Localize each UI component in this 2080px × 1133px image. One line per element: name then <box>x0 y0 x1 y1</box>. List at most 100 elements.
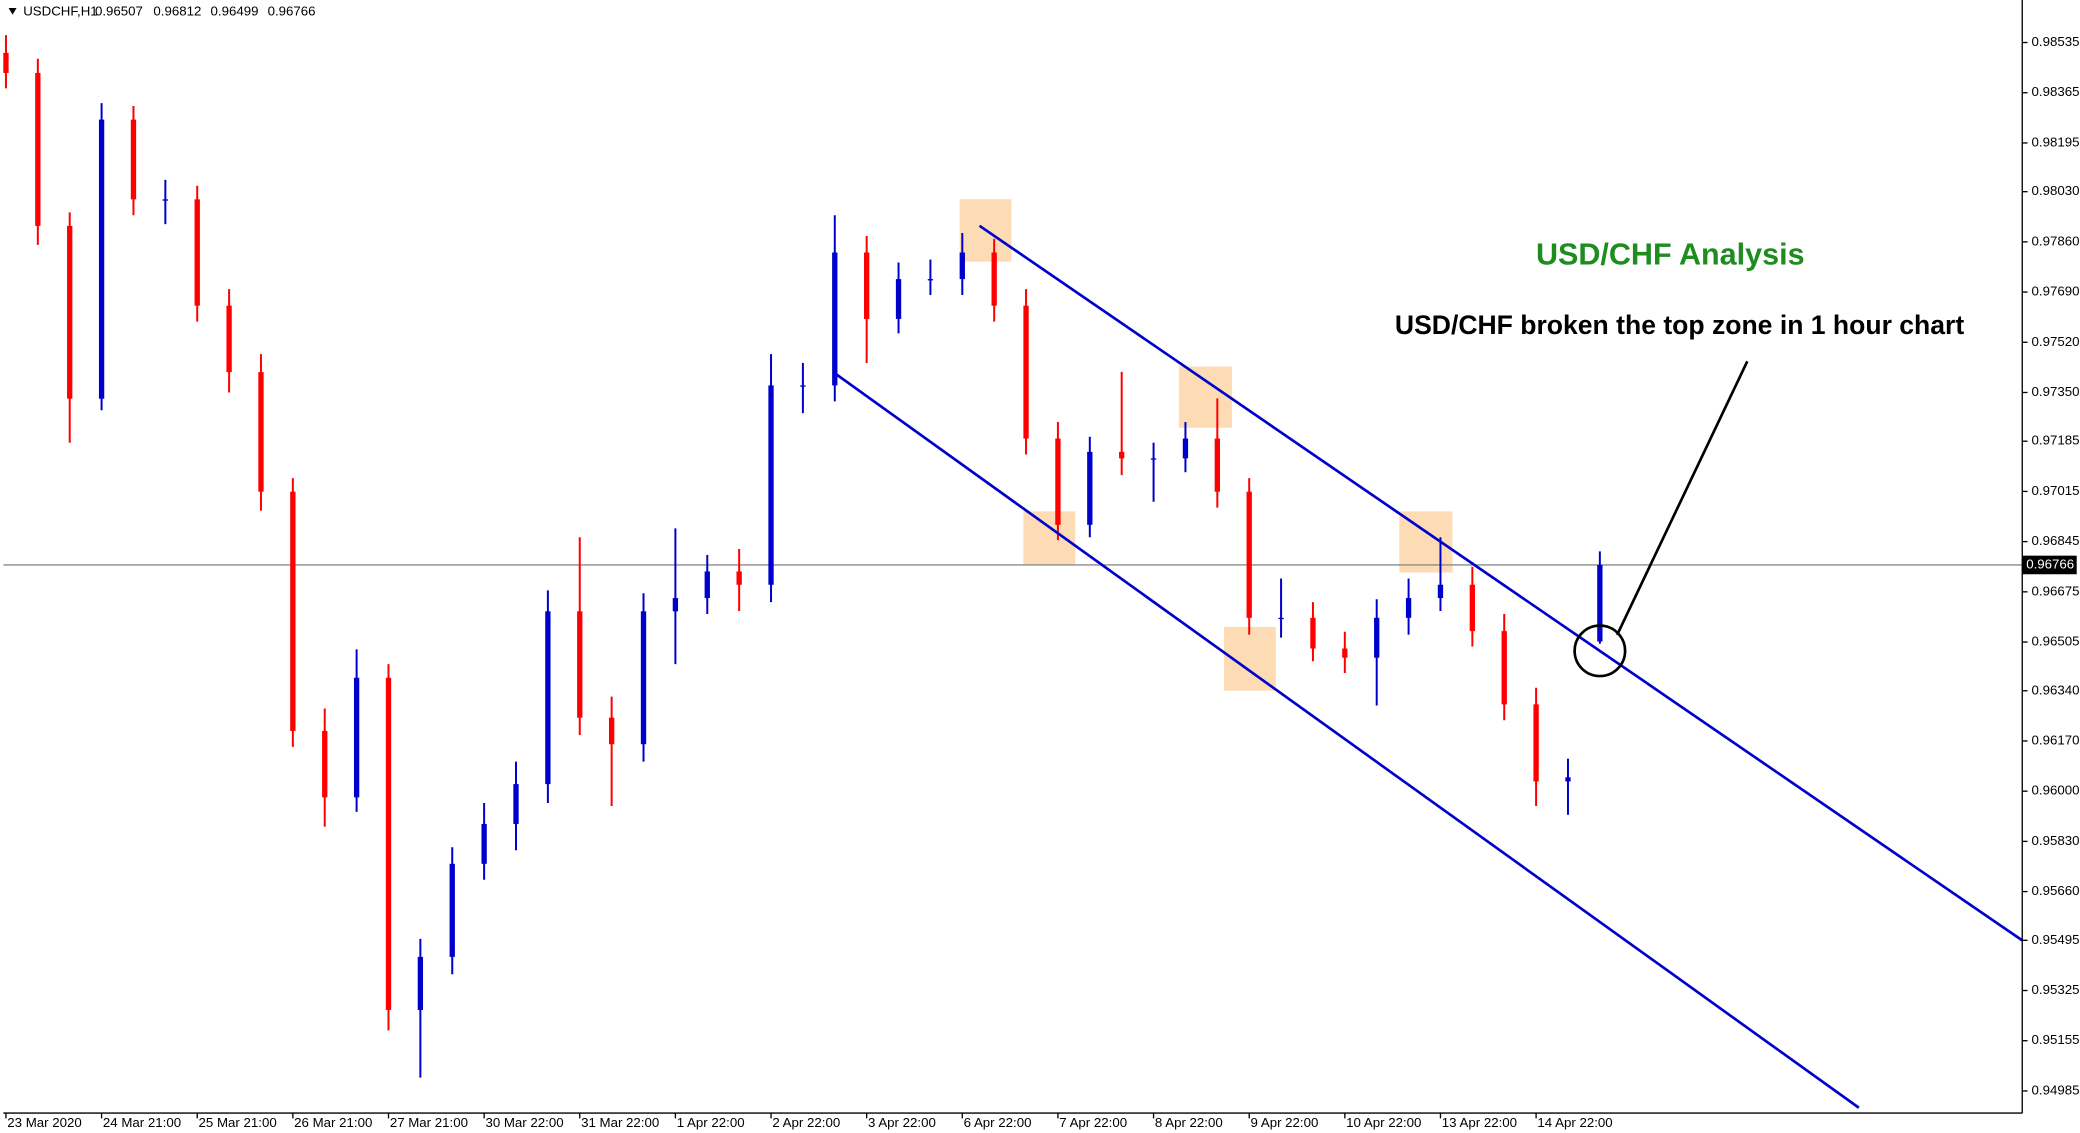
channel-lower <box>834 372 1860 1109</box>
x-tick-label: 9 Apr 22:00 <box>1251 1115 1319 1130</box>
candle-body <box>768 385 774 585</box>
menu-arrow <box>8 7 17 15</box>
y-tick-label: 0.96170 <box>2032 732 2080 747</box>
y-tick-label: 0.95325 <box>2032 982 2080 997</box>
candle-body <box>194 199 200 306</box>
candle-body <box>1565 777 1571 782</box>
candle-body <box>385 677 392 1011</box>
candle-body <box>290 491 296 731</box>
y-tick-label: 0.98195 <box>2032 134 2080 149</box>
y-tick-label: 0.96675 <box>2032 583 2080 598</box>
y-tick-label: 0.96845 <box>2032 533 2080 548</box>
channel-upper <box>978 224 2023 942</box>
breakout-circle <box>1573 624 1627 678</box>
candle-body <box>130 119 137 200</box>
ohlc-low: 0.96499 <box>211 3 259 18</box>
candle-body <box>545 611 551 785</box>
x-tick-label: 1 Apr 22:00 <box>677 1115 745 1130</box>
candle-body <box>672 598 679 612</box>
candle-body <box>1533 704 1539 782</box>
zone <box>1178 366 1232 428</box>
candle-body <box>481 823 487 864</box>
candle-body <box>1437 584 1444 599</box>
y-tick-label: 0.95155 <box>2032 1032 2080 1047</box>
x-tick-label: 10 Apr 22:00 <box>1346 1115 1421 1130</box>
candle-body <box>800 385 806 387</box>
candle-body <box>417 956 424 1011</box>
y-tick-label: 0.94985 <box>2032 1082 2080 1097</box>
x-tick-label: 31 Mar 22:00 <box>581 1115 659 1130</box>
x-tick-label: 27 Mar 21:00 <box>390 1115 468 1130</box>
y-tick-label: 0.97520 <box>2032 334 2080 349</box>
candle-body <box>98 119 105 399</box>
chart-title: USD/CHF Analysis <box>1536 237 1805 271</box>
y-tick-label: 0.97860 <box>2032 233 2080 248</box>
candle-body <box>1374 617 1380 658</box>
x-tick-label: 25 Mar 21:00 <box>199 1115 277 1130</box>
candle-body <box>704 571 710 599</box>
x-tick-label: 14 Apr 22:00 <box>1537 1115 1612 1130</box>
x-tick-label: 2 Apr 22:00 <box>772 1115 840 1130</box>
x-tick-label: 6 Apr 22:00 <box>964 1115 1032 1130</box>
x-tick-label: 13 Apr 22:00 <box>1442 1115 1517 1130</box>
header: USDCHF,H1 0.96507 0.96812 0.96499 0.9676… <box>8 3 316 18</box>
x-tick-label: 7 Apr 22:00 <box>1059 1115 1127 1130</box>
x-tick-label: 24 Mar 21:00 <box>103 1115 181 1130</box>
y-tick-label: 0.95495 <box>2032 932 2080 947</box>
channel <box>834 224 2023 1109</box>
candle-body <box>608 717 615 745</box>
candle-body <box>991 252 997 306</box>
y-tick-label: 0.98365 <box>2032 84 2080 99</box>
candle-body <box>1405 598 1412 618</box>
x-tick-label: 23 Mar 2020 <box>7 1115 81 1130</box>
candle-body <box>35 72 41 226</box>
y-tick-label: 0.95830 <box>2032 833 2080 848</box>
candle-body <box>1469 584 1476 632</box>
x-tick-label: 26 Mar 21:00 <box>294 1115 372 1130</box>
y-tick-label: 0.96000 <box>2032 783 2080 798</box>
symbol: USDCHF,H1 <box>23 3 97 18</box>
candle-body <box>449 863 455 957</box>
candle-body <box>1501 631 1507 705</box>
candle-body <box>322 730 328 798</box>
candle-body <box>513 784 519 824</box>
candle-body <box>3 52 9 73</box>
zone <box>1023 511 1076 565</box>
ohlc-high: 0.96812 <box>153 3 201 18</box>
candle-body <box>226 305 232 373</box>
x-tick-label: 3 Apr 22:00 <box>868 1115 936 1130</box>
y-tick-label: 0.96505 <box>2032 634 2080 649</box>
ohlc-close: 0.96766 <box>268 3 316 18</box>
y-tick-label: 0.95660 <box>2032 883 2080 898</box>
candle-body <box>1023 305 1029 439</box>
candle-body <box>1214 438 1220 492</box>
y-tick-label: 0.97015 <box>2032 483 2080 498</box>
candle-body <box>162 199 169 201</box>
x-tick-label: 30 Mar 22:00 <box>485 1115 563 1130</box>
ohlc-open: 0.96507 <box>95 3 143 18</box>
candle-body <box>1150 458 1157 460</box>
candle-body <box>736 571 742 585</box>
candle-body <box>1087 451 1093 525</box>
candle-body <box>864 252 870 319</box>
background <box>3 0 2077 1133</box>
y-tick-label: 0.97350 <box>2032 384 2080 399</box>
last-price-label: 0.96766 <box>2026 556 2074 571</box>
candle-body <box>1342 648 1348 658</box>
candle-body <box>577 611 583 718</box>
y-tick-label: 0.96340 <box>2032 682 2080 697</box>
candle-body <box>640 611 647 745</box>
y-tick-label: 0.97690 <box>2032 284 2080 299</box>
candle-body <box>1246 491 1252 618</box>
annotation-arrow <box>1615 360 1749 636</box>
candle-body <box>1119 451 1125 459</box>
last-price-box <box>2022 555 2077 575</box>
candle-body <box>832 252 838 386</box>
candle-body <box>67 225 73 399</box>
candle-body <box>1182 438 1189 459</box>
candle-body <box>1278 617 1284 620</box>
y-tick-label: 0.97185 <box>2032 433 2080 448</box>
candle-body <box>258 372 264 492</box>
